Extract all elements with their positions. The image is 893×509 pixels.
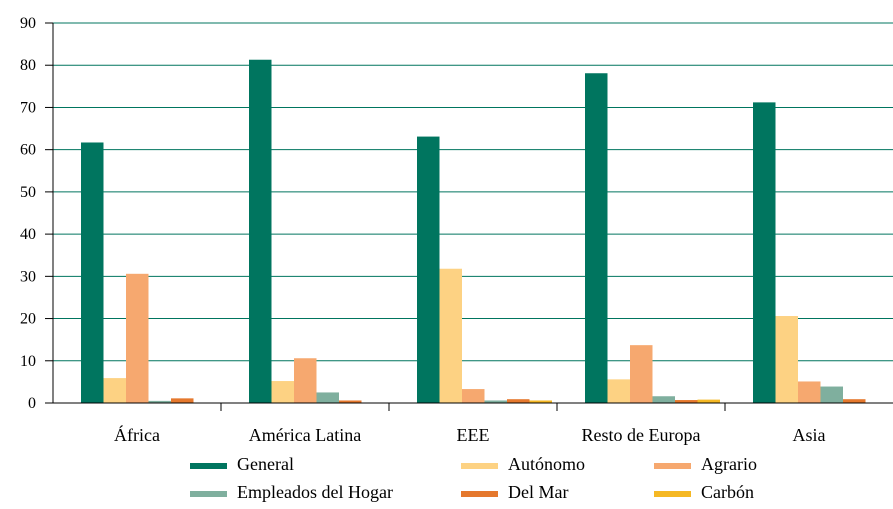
x-category-label: América Latina [249, 425, 361, 445]
bar-general-0 [81, 142, 104, 403]
bar-agrario-1 [294, 358, 317, 403]
y-tick-label: 90 [20, 15, 36, 32]
y-tick-label: 0 [28, 395, 36, 412]
legend-item: Empleados del Hogar [190, 482, 393, 502]
axes [45, 22, 893, 411]
bar-empleados-del-hogar-0 [148, 400, 171, 403]
bar-carb-n-3 [697, 399, 720, 403]
x-category-label: Resto de Europa [582, 425, 701, 445]
legend-label: General [237, 454, 294, 474]
x-category-label: Asia [793, 425, 826, 445]
y-tick-label: 30 [20, 268, 36, 285]
bar-general-2 [417, 136, 440, 404]
gridlines [53, 22, 893, 362]
y-tick-label: 10 [20, 353, 36, 370]
legend-label: Autónomo [508, 454, 585, 474]
legend-swatch [654, 463, 691, 469]
bar-general-4 [753, 102, 776, 403]
bar-general-3 [585, 73, 608, 403]
legend-label: Agrario [701, 454, 757, 474]
legend-label: Carbón [701, 482, 754, 502]
legend-swatch [461, 491, 498, 497]
legend-swatch [654, 491, 691, 497]
bar-general-1 [249, 59, 272, 403]
bar-aut-nomo-0 [103, 378, 126, 403]
legend-item: General [190, 454, 294, 474]
bar-empleados-del-hogar-1 [316, 392, 339, 403]
legend-item: Autónomo [461, 454, 585, 474]
legend-item: Carbón [654, 482, 754, 502]
bar-empleados-del-hogar-2 [484, 400, 507, 403]
legend-swatch [461, 463, 498, 469]
bar-agrario-2 [462, 389, 485, 403]
legend-item: Del Mar [461, 482, 568, 502]
y-tick-label: 20 [20, 311, 36, 328]
bar-del-mar-2 [507, 399, 530, 403]
legend-swatch [190, 491, 227, 497]
bar-empleados-del-hogar-4 [820, 386, 843, 403]
y-tick-label: 40 [20, 226, 36, 243]
bar-agrario-0 [126, 273, 149, 403]
bar-del-mar-3 [675, 400, 698, 403]
bar-empleados-del-hogar-3 [652, 396, 675, 403]
legend-label: Del Mar [508, 482, 568, 502]
bar-aut-nomo-2 [439, 268, 462, 403]
y-tick-label: 50 [20, 184, 36, 201]
x-axis-category-labels: África América Latina EEE Resto de Europa As… [114, 424, 825, 445]
y-tick-label: 70 [20, 99, 36, 116]
legend-item: Agrario [654, 454, 757, 474]
bar-agrario-3 [630, 345, 653, 403]
bar-aut-nomo-3 [607, 379, 630, 403]
x-category-label: África [114, 424, 160, 445]
bars [81, 59, 866, 404]
legend-label: Empleados del Hogar [237, 482, 393, 502]
bar-del-mar-4 [843, 399, 866, 403]
y-tick-label: 60 [20, 142, 36, 159]
legend-swatch [190, 463, 227, 469]
y-axis-tick-labels: 0 10 20 30 40 50 60 70 80 90 [20, 15, 36, 412]
x-category-label: EEE [457, 425, 490, 445]
bar-del-mar-0 [171, 398, 194, 403]
bar-agrario-4 [798, 381, 821, 403]
y-tick-label: 80 [20, 57, 36, 74]
legend: General Autónomo Agrario Empleados del Hoga… [190, 454, 757, 502]
bar-carb-n-2 [529, 400, 552, 403]
bar-aut-nomo-4 [775, 316, 798, 403]
bar-aut-nomo-1 [271, 381, 294, 403]
bar-del-mar-1 [339, 400, 362, 403]
